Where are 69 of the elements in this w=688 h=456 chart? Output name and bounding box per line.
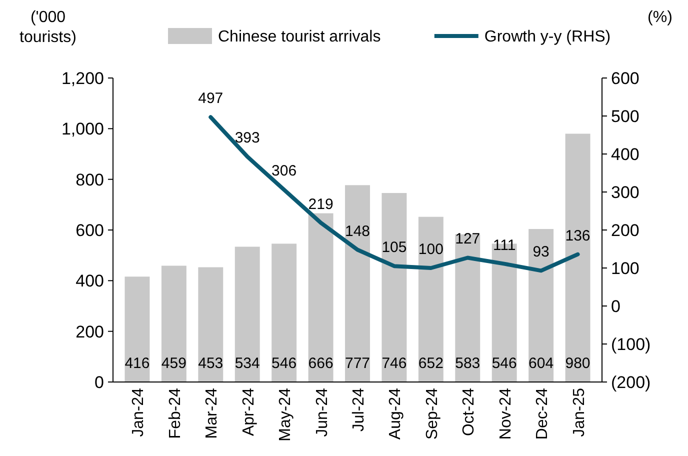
legend-label: Growth y-y (RHS): [484, 28, 611, 46]
y2-axis-title: (%): [648, 9, 672, 26]
data-label: 546: [492, 355, 517, 372]
bar: [528, 228, 554, 382]
data-label: 746: [382, 355, 407, 372]
y-tick-label: 1,200: [61, 68, 104, 88]
x-tick-label: Sep-24: [424, 388, 441, 440]
x-tick-label: Nov-24: [497, 388, 514, 440]
y-tick-label: 400: [76, 272, 104, 291]
y-tick-label: 800: [76, 170, 104, 190]
x-tick-label: May-24: [277, 388, 294, 442]
bar: [382, 193, 407, 382]
y2-tick-label: 300: [611, 182, 640, 202]
data-label: 583: [455, 355, 480, 372]
y-tick-label: 1,000: [61, 120, 104, 139]
data-label: 534: [234, 355, 260, 372]
bar: [198, 267, 224, 382]
y-axis-title: ('000 tourists): [20, 9, 76, 46]
data-label: 148: [344, 222, 370, 240]
data-label: 666: [308, 355, 334, 372]
data-label: 306: [272, 162, 297, 180]
data-label: 127: [455, 230, 480, 248]
x-tick-label: Jun-24: [314, 388, 331, 437]
data-label: 546: [272, 355, 297, 372]
bar: [345, 185, 370, 382]
data-label: 105: [382, 239, 407, 256]
data-label: 416: [124, 355, 150, 372]
x-tick-label: Oct-24: [460, 388, 478, 436]
bar: [124, 276, 150, 382]
data-label: 111: [492, 236, 516, 254]
y2-tick-label: (100): [611, 334, 651, 354]
bar: [234, 246, 260, 382]
bar: [308, 213, 334, 382]
x-tick-label: Feb-24: [166, 388, 184, 439]
bar: [418, 216, 444, 382]
x-tick-label: Apr-24: [240, 388, 258, 436]
legend-label: Chinese tourist arrivals: [218, 28, 381, 46]
y2-tick-label: 400: [611, 144, 640, 164]
y2-tick-label: 200: [611, 220, 640, 240]
data-label: 100: [418, 241, 444, 258]
bar: [455, 234, 480, 382]
x-tick-label: Jan-24: [130, 388, 148, 437]
y-tick-label: 0: [94, 372, 104, 392]
bar: [565, 134, 590, 382]
data-label: 459: [161, 355, 186, 372]
y2-tick-label: 500: [611, 106, 640, 126]
data-label: 604: [528, 355, 554, 372]
x-tick-label: Mar-24: [204, 388, 221, 439]
data-label: 497: [198, 90, 224, 108]
bar: [272, 244, 297, 382]
data-label: 453: [198, 355, 224, 372]
x-tick-label: Jul-24: [350, 388, 368, 432]
data-label: 777: [344, 355, 370, 372]
data-label: 219: [308, 196, 334, 213]
y2-tick-label: 0: [611, 296, 620, 316]
bar: [161, 266, 186, 382]
x-tick-label: Jan-25: [570, 388, 588, 437]
data-label: 93: [532, 244, 550, 261]
data-label: 980: [565, 355, 590, 372]
y-tick-label: 600: [76, 220, 104, 240]
y2-tick-label: 600: [611, 68, 640, 88]
x-tick-label: Aug-24: [387, 388, 404, 440]
y2-tick-label: 100: [611, 258, 640, 278]
data-label: 652: [418, 355, 444, 372]
y2-tick-label: (200): [611, 372, 651, 392]
data-label: 136: [565, 227, 590, 244]
x-tick-label: Dec-24: [534, 388, 552, 440]
y-tick-label: 200: [76, 322, 104, 342]
data-label: 393: [234, 130, 260, 147]
